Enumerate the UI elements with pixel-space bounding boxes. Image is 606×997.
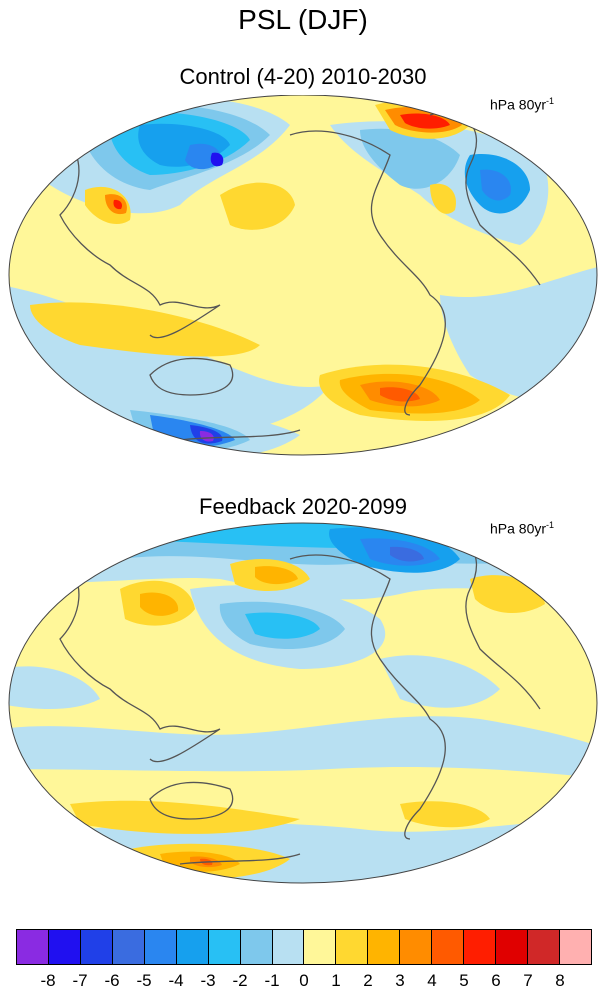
anomaly-positive-region [400, 113, 450, 129]
colorbar-swatch [144, 930, 177, 964]
colorbar-swatch [368, 930, 401, 964]
colorbar-swatch [559, 930, 591, 964]
colorbar-tick-label: 1 [331, 971, 341, 990]
anomaly-positive-region [30, 302, 260, 357]
anomaly-negative-region [9, 716, 597, 779]
anomaly-positive-region [430, 183, 456, 214]
colorbar-tick-label: -2 [232, 971, 248, 990]
anomaly-negative-region [390, 546, 424, 562]
colorbar-swatch [176, 930, 209, 964]
anomaly-positive-region [255, 566, 298, 585]
colorbar-tick-label: 4 [427, 971, 437, 990]
colorbar-swatch [464, 930, 497, 964]
colorbar-tick-label: -7 [72, 971, 88, 990]
panel-1-title: Control (4-20) 2010-2030 [179, 64, 427, 89]
anomaly-positive-region [70, 800, 300, 834]
colorbar-swatch [272, 930, 305, 964]
anomaly-positive-region [113, 199, 123, 210]
anomaly-positive-region [220, 182, 295, 230]
colorbar-tick-label: -1 [264, 971, 280, 990]
colorbar [16, 929, 592, 965]
colorbar-tick-label: 7 [523, 971, 533, 990]
anomaly-negative-region [480, 169, 511, 201]
colorbar-swatch [528, 930, 560, 964]
anomaly-negative-region [210, 152, 224, 167]
panel-2-map [8, 522, 598, 884]
colorbar-swatch [304, 930, 337, 964]
colorbar-tick-label: -5 [136, 971, 152, 990]
colorbar-tick-label: -3 [200, 971, 216, 990]
colorbar-tick-label: 5 [459, 971, 469, 990]
anomaly-negative-region [199, 431, 214, 442]
figure-title: PSL (DJF) [238, 4, 368, 35]
colorbar-swatch [336, 930, 369, 964]
anomaly-negative-region [9, 666, 100, 709]
colorbar-tick-label: -8 [40, 971, 56, 990]
anomaly-negative-region [245, 612, 320, 639]
anomaly-positive-region [140, 592, 179, 616]
colorbar-swatch [400, 930, 433, 964]
colorbar-tick-label: 2 [363, 971, 373, 990]
colorbar-swatch [80, 930, 113, 964]
colorbar-swatch [208, 930, 241, 964]
anomaly-negative-region [9, 819, 597, 883]
colorbar-tick-label: 6 [491, 971, 501, 990]
panel-2-title: Feedback 2020-2099 [199, 494, 407, 519]
anomaly-negative-region [360, 128, 460, 189]
colorbar-swatch [240, 930, 273, 964]
colorbar-swatch [432, 930, 465, 964]
colorbar-tick-label: -6 [104, 971, 120, 990]
colorbar-tick-label: -4 [168, 971, 184, 990]
colorbar-swatch [17, 930, 49, 964]
colorbar-tick-label: 0 [299, 971, 309, 990]
panel-1-map [8, 95, 598, 456]
colorbar-swatch [496, 930, 528, 964]
colorbar-swatch [48, 930, 81, 964]
colorbar-tick-label: 8 [555, 971, 565, 990]
anomaly-positive-region [400, 801, 490, 828]
colorbar-tick-label: 3 [395, 971, 405, 990]
panel-1-units: hPa 80yr-1 [490, 96, 555, 113]
colorbar-swatch [112, 930, 145, 964]
panel-2-units: hPa 80yr-1 [490, 520, 555, 537]
